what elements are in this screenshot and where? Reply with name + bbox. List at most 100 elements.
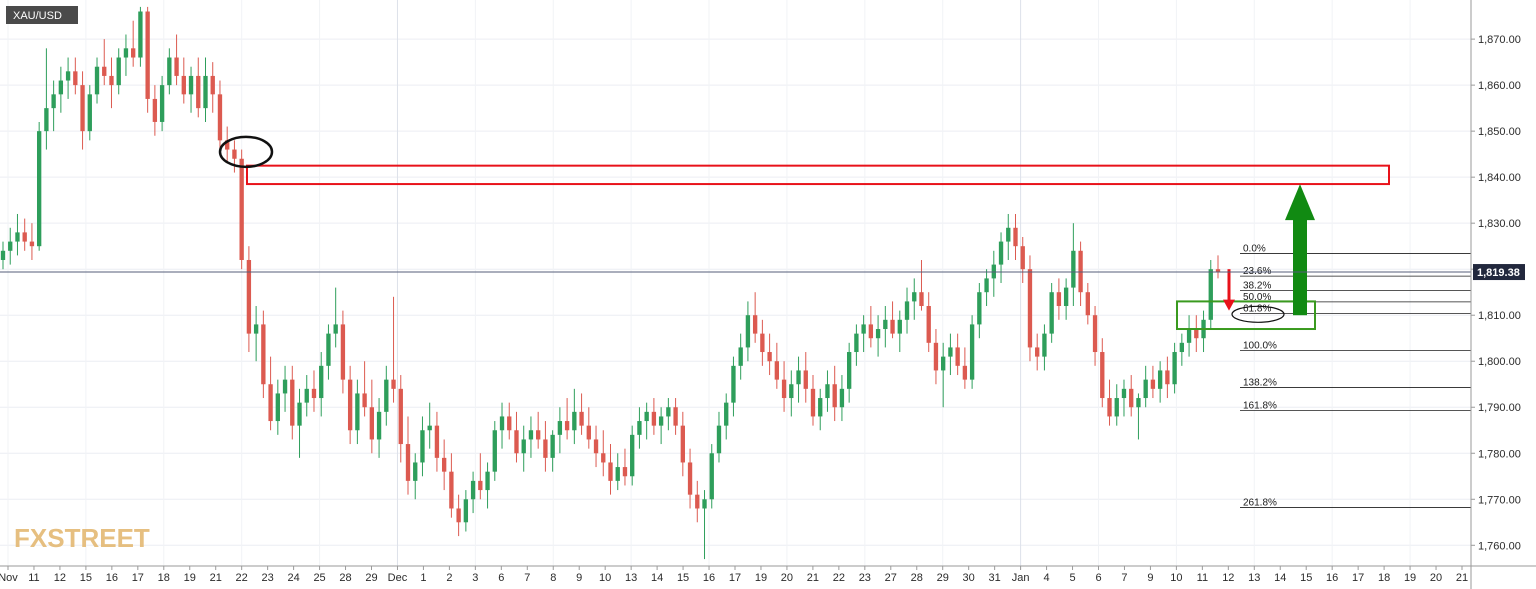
x-tick-label: 20 xyxy=(781,572,793,584)
candle-body xyxy=(1035,347,1040,357)
candle-body xyxy=(73,71,78,86)
x-tick-label: 17 xyxy=(729,572,741,584)
candle-body xyxy=(1186,329,1192,343)
candle-body xyxy=(962,365,968,380)
y-tick-label: 1,860.00 xyxy=(1478,80,1521,92)
candle-body xyxy=(123,48,129,58)
candle-body xyxy=(239,158,244,260)
candle-body xyxy=(789,384,794,399)
candle-body xyxy=(268,384,273,422)
fib-label: 161.8% xyxy=(1243,400,1277,411)
x-tick-label: Dec xyxy=(388,572,408,584)
candle-body xyxy=(319,365,324,399)
candle-body xyxy=(0,250,6,260)
candle-body xyxy=(369,407,375,440)
candle-body xyxy=(36,131,42,247)
x-tick-label: 21 xyxy=(1456,572,1468,584)
candle-body xyxy=(232,149,237,159)
candle-body xyxy=(398,388,403,445)
x-tick-label: 25 xyxy=(313,572,325,584)
x-tick-label: 13 xyxy=(625,572,637,584)
y-tick-label: 1,870.00 xyxy=(1478,34,1521,46)
candle-body xyxy=(716,425,722,454)
candle-body xyxy=(615,467,620,481)
x-tick-label: 16 xyxy=(106,572,118,584)
candle-body xyxy=(470,480,476,500)
x-tick-label: 12 xyxy=(1222,572,1234,584)
candle-body xyxy=(933,342,939,371)
x-tick-label: Nov xyxy=(0,572,18,584)
x-tick-label: 28 xyxy=(911,572,923,584)
x-tick-label: 8 xyxy=(550,572,556,584)
candle-body xyxy=(904,301,910,320)
fib-label: 100.0% xyxy=(1243,341,1277,352)
candle-body xyxy=(1013,227,1018,247)
x-tick-label: 12 xyxy=(54,572,66,584)
candle-body xyxy=(326,333,331,366)
candle-body xyxy=(1049,292,1054,334)
candle-body xyxy=(196,75,201,109)
candle-body xyxy=(355,393,360,431)
candle-body xyxy=(644,411,649,422)
candle-body xyxy=(65,71,71,81)
candle-body xyxy=(217,94,223,141)
x-tick-label: 16 xyxy=(1326,572,1338,584)
candle-body xyxy=(521,439,526,454)
x-tick-label: 9 xyxy=(1147,572,1153,584)
fib-label: 50.0% xyxy=(1243,292,1271,303)
candle-body xyxy=(159,85,165,122)
candle-body xyxy=(1157,370,1163,389)
candle-body xyxy=(290,379,295,426)
x-tick-label: 10 xyxy=(599,572,611,584)
candle-body xyxy=(608,462,613,481)
candle-body xyxy=(499,416,505,431)
x-tick-label: 14 xyxy=(1274,572,1286,584)
x-tick-label: 19 xyxy=(1404,572,1416,584)
fib-label: 261.8% xyxy=(1243,498,1277,509)
y-tick-label: 1,770.00 xyxy=(1478,494,1521,506)
x-tick-label: 29 xyxy=(365,572,377,584)
x-tick-label: 22 xyxy=(833,572,845,584)
x-tick-label: 11 xyxy=(28,572,39,584)
candle-body xyxy=(781,379,787,399)
x-tick-label: 14 xyxy=(651,572,663,584)
x-tick-label: 6 xyxy=(1095,572,1101,584)
candle-body xyxy=(731,365,736,403)
candle-body xyxy=(347,379,353,431)
candle-body xyxy=(687,462,693,495)
x-tick-label: 23 xyxy=(859,572,871,584)
candle-body xyxy=(376,411,382,440)
candle-body xyxy=(984,278,989,293)
x-tick-label: 19 xyxy=(184,572,196,584)
candle-body xyxy=(1114,398,1119,417)
candle-body xyxy=(225,140,230,150)
candle-body xyxy=(818,398,823,417)
candle-body xyxy=(131,48,136,58)
candle-body xyxy=(1006,227,1011,242)
candle-body xyxy=(203,75,208,109)
candle-body xyxy=(969,324,975,380)
candle-body xyxy=(796,370,801,385)
candle-body xyxy=(695,494,700,509)
candle-body xyxy=(275,393,280,422)
x-tick-label: 13 xyxy=(1248,572,1260,584)
x-tick-label: 28 xyxy=(339,572,351,584)
target-arrow-head xyxy=(1285,184,1315,221)
candle-body xyxy=(492,430,497,472)
target-arrow-shaft xyxy=(1293,219,1307,316)
candle-body xyxy=(116,57,121,86)
symbol-label: XAU/USD xyxy=(13,10,62,22)
y-tick-label: 1,810.00 xyxy=(1478,310,1521,322)
x-tick-label: 16 xyxy=(703,572,715,584)
candle-body xyxy=(58,80,64,95)
fib-label: 61.8% xyxy=(1243,303,1271,314)
candle-body xyxy=(890,319,895,334)
x-tick-label: 19 xyxy=(755,572,767,584)
candle-body xyxy=(1071,250,1076,288)
candle-body xyxy=(261,324,266,385)
candle-body xyxy=(304,388,309,403)
annotations xyxy=(218,135,1390,331)
candle-body xyxy=(1092,315,1098,353)
y-axis: 1,760.00 1,770.00 1,780.00 1,790.00 1,800.00… xyxy=(1470,0,1521,589)
